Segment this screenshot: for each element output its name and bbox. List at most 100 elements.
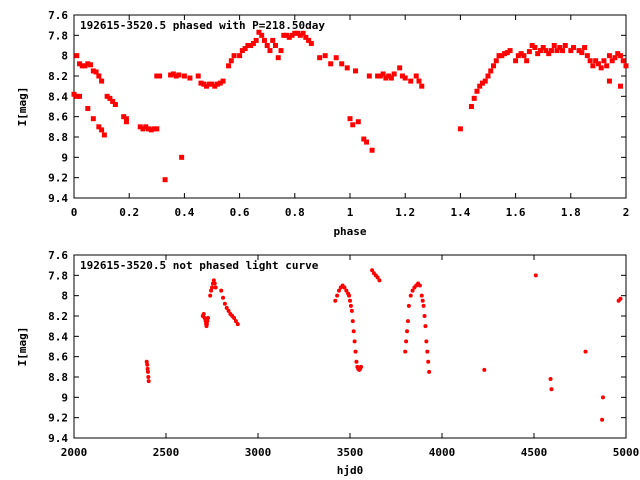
data-point bbox=[278, 48, 284, 54]
data-point bbox=[479, 80, 485, 86]
data-point bbox=[289, 32, 295, 38]
data-point bbox=[224, 305, 229, 310]
data-point bbox=[352, 339, 357, 344]
data-point bbox=[146, 126, 152, 132]
data-point bbox=[417, 283, 422, 288]
data-point bbox=[253, 37, 259, 43]
data-point bbox=[420, 298, 425, 303]
data-point bbox=[617, 83, 623, 89]
data-point bbox=[604, 63, 610, 69]
data-point bbox=[261, 37, 267, 43]
data-point bbox=[546, 51, 552, 57]
x-tick-label: 3000 bbox=[245, 446, 272, 459]
data-point bbox=[402, 75, 408, 81]
data-point bbox=[308, 40, 314, 46]
data-point bbox=[595, 61, 601, 67]
data-point bbox=[424, 339, 429, 344]
data-point bbox=[576, 48, 582, 54]
data-point bbox=[535, 51, 541, 57]
data-point bbox=[336, 288, 341, 293]
data-point bbox=[584, 53, 590, 59]
data-point bbox=[403, 349, 408, 354]
data-point bbox=[201, 311, 206, 316]
data-point bbox=[204, 322, 209, 327]
data-point bbox=[568, 48, 574, 54]
x-tick-label: 1.2 bbox=[395, 206, 415, 219]
data-point bbox=[212, 83, 218, 89]
data-point bbox=[143, 124, 149, 130]
x-axis-label: hjd0 bbox=[337, 464, 364, 477]
y-axis-label: I[mag] bbox=[16, 87, 29, 127]
data-point bbox=[215, 81, 221, 87]
data-point bbox=[157, 73, 163, 79]
data-point bbox=[600, 417, 605, 422]
data-point bbox=[532, 45, 538, 51]
y-tick-label: 7.8 bbox=[48, 269, 68, 282]
data-point bbox=[426, 359, 431, 364]
data-point bbox=[140, 126, 146, 132]
x-tick-label: 1.6 bbox=[506, 206, 526, 219]
data-point bbox=[85, 61, 91, 67]
data-point bbox=[474, 88, 480, 94]
x-tick-label: 2500 bbox=[153, 446, 180, 459]
data-point bbox=[248, 43, 254, 48]
y-tick-label: 8.6 bbox=[48, 111, 68, 124]
data-point bbox=[529, 43, 535, 48]
data-point bbox=[217, 80, 223, 86]
data-point bbox=[208, 293, 213, 298]
data-point bbox=[222, 301, 227, 306]
data-point bbox=[502, 51, 508, 57]
data-point bbox=[351, 329, 356, 334]
data-point bbox=[146, 375, 151, 379]
data-point bbox=[284, 32, 290, 38]
data-point bbox=[405, 329, 410, 334]
data-point bbox=[518, 51, 524, 57]
data-point bbox=[110, 98, 116, 104]
data-point bbox=[181, 73, 187, 79]
data-point bbox=[226, 63, 232, 69]
data-point bbox=[144, 359, 149, 364]
data-point bbox=[399, 73, 405, 79]
data-point bbox=[488, 68, 494, 74]
data-point bbox=[579, 50, 585, 56]
data-point bbox=[348, 298, 352, 303]
data-point bbox=[560, 48, 566, 54]
data-point bbox=[322, 53, 328, 59]
data-point bbox=[270, 37, 276, 43]
data-point bbox=[521, 53, 527, 59]
data-point bbox=[380, 71, 386, 77]
y-tick-label: 9 bbox=[61, 151, 68, 164]
data-point bbox=[213, 285, 218, 290]
data-point bbox=[344, 288, 349, 293]
data-point bbox=[587, 58, 593, 64]
data-point bbox=[551, 43, 557, 48]
y-tick-label: 9 bbox=[61, 391, 68, 404]
y-tick-label: 9.2 bbox=[48, 172, 68, 185]
data-point bbox=[71, 91, 77, 97]
data-point bbox=[209, 288, 214, 293]
data-point bbox=[195, 73, 201, 79]
data-point bbox=[317, 55, 323, 61]
data-point bbox=[203, 83, 209, 89]
data-point bbox=[228, 58, 234, 64]
data-point bbox=[571, 45, 577, 51]
data-point bbox=[286, 34, 292, 40]
data-point bbox=[408, 293, 413, 298]
data-point bbox=[112, 101, 118, 107]
data-point bbox=[375, 275, 380, 280]
data-point bbox=[348, 303, 353, 308]
data-point bbox=[264, 43, 270, 48]
data-point bbox=[237, 53, 243, 59]
data-point bbox=[77, 61, 83, 67]
y-tick-label: 9.4 bbox=[48, 192, 68, 205]
data-point bbox=[408, 78, 414, 84]
data-point bbox=[526, 49, 532, 55]
data-point bbox=[295, 30, 301, 36]
data-point bbox=[507, 48, 513, 54]
data-point bbox=[176, 72, 182, 78]
data-point bbox=[85, 106, 91, 112]
x-tick-label: 2000 bbox=[61, 446, 88, 459]
data-point bbox=[221, 295, 226, 300]
